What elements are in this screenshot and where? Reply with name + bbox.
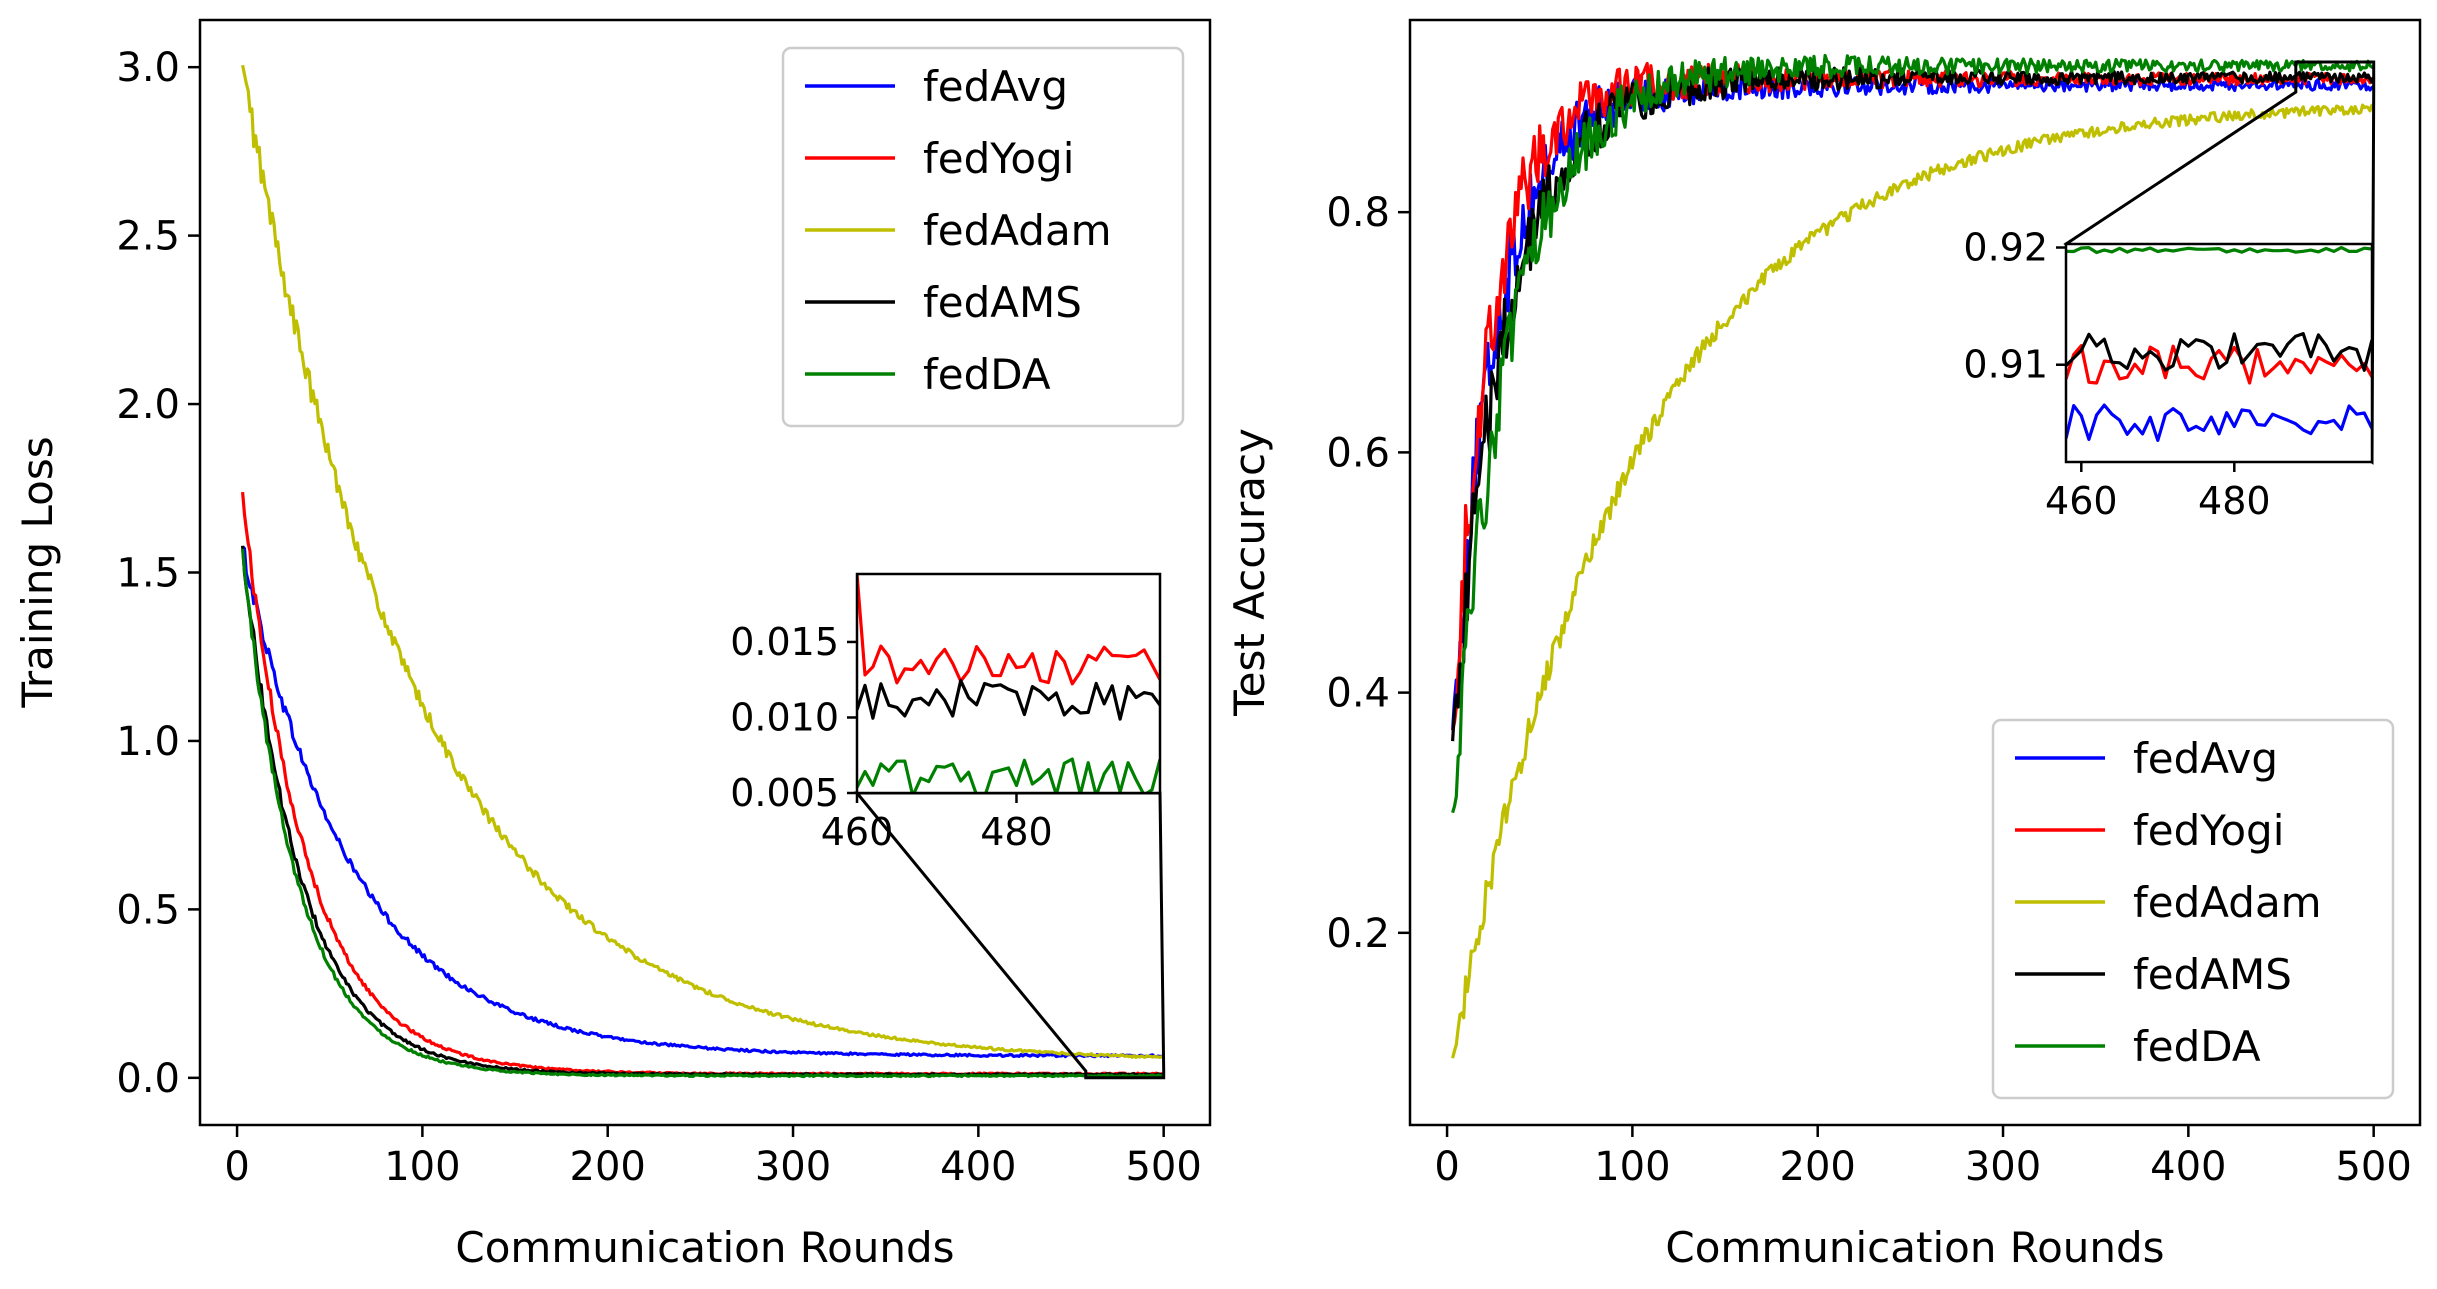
acc-inset-x-tick-label: 460 (2045, 479, 2118, 523)
loss-axes-frame (198, 18, 1212, 1127)
accuracy-inset-series-group (2066, 246, 2372, 442)
loss-chart: 0 100 200 300 400 500 0.0 0.5 1.0 1.5 2.0 2.5 3.0 C… (13, 18, 1212, 1272)
acc-inset-y-tick-label: 0.91 (1963, 343, 2048, 387)
legend-label-fedavg: fedAvg (923, 62, 1068, 111)
acc-inset-x-tick-label: 480 (2198, 479, 2271, 523)
loss-x-axis-label: Communication Rounds (455, 1223, 954, 1272)
loss-line-fedavg (241, 545, 1164, 1059)
acc-inset-line-fedda (2066, 246, 2372, 255)
accuracy-legend-box (1991, 718, 2395, 1100)
loss-x-tick-label: 100 (384, 1144, 460, 1190)
loss-x-tick-label: 200 (570, 1144, 646, 1190)
loss-line-fedda (241, 548, 1164, 1079)
loss-x-tick-label: 300 (755, 1144, 831, 1190)
loss-line-fedadam (241, 64, 1164, 1060)
loss-inset-line-fedams (857, 678, 1160, 721)
loss-x-tick-label: 400 (940, 1144, 1016, 1190)
acc-x-tick-label: 100 (1594, 1144, 1670, 1190)
accuracy-inset-y-ticks: 0.91 0.92 (1963, 226, 2066, 387)
acc-x-tick-label: 500 (2335, 1144, 2411, 1190)
acc-x-tick-label: 400 (2150, 1144, 2226, 1190)
legend-label-fedda: fedDA (923, 350, 1051, 399)
loss-inset-y-tick-label: 0.010 (730, 695, 839, 739)
loss-x-tick-label: 0 (224, 1144, 249, 1190)
loss-x-ticks: 0 100 200 300 400 500 (224, 1125, 1202, 1190)
acc-inset-line-fedams (2066, 332, 2372, 372)
legend-label-fedyogi: fedYogi (2133, 806, 2284, 855)
accuracy-legend: fedAvg fedYogi fedAdam fedAMS fedDA (1991, 718, 2395, 1100)
acc-y-tick-label: 0.4 (1326, 671, 1390, 717)
accuracy-chart: 0 100 200 300 400 500 0.2 0.4 0.6 0.8 Communicat… (1225, 18, 2422, 1272)
acc-y-tick-label: 0.8 (1326, 190, 1390, 236)
accuracy-axes-frame (1408, 18, 2422, 1127)
accuracy-series-group (1451, 53, 2376, 1059)
accuracy-inset-frame (2064, 242, 2374, 464)
loss-y-ticks: 0.0 0.5 1.0 1.5 2.0 2.5 3.0 (116, 45, 200, 1102)
loss-inset-y-ticks: 0.005 0.010 0.015 (730, 620, 857, 815)
accuracy-x-axis-label: Communication Rounds (1665, 1223, 2164, 1272)
loss-inset-x-ticks: 460 480 (821, 793, 1053, 854)
loss-inset-y-tick-label: 0.015 (730, 620, 839, 664)
acc-x-tick-label: 300 (1965, 1144, 2041, 1190)
loss-inset-series-group (857, 574, 1160, 793)
loss-y-tick-label: 0.5 (116, 887, 180, 933)
acc-inset-y-tick-label: 0.92 (1963, 226, 2048, 270)
loss-y-tick-label: 1.5 (116, 551, 180, 597)
loss-inset-y-tick-label: 0.005 (730, 771, 839, 815)
legend-label-fedavg: fedAvg (2133, 734, 2278, 783)
acc-inset-line-fedyogi (2066, 344, 2372, 385)
loss-y-tick-label: 0.0 (116, 1056, 180, 1102)
loss-y-tick-label: 3.0 (116, 45, 180, 91)
acc-inset-line-fedavg (2066, 403, 2372, 442)
loss-inset: 460 480 0.005 0.010 0.015 (730, 572, 1162, 854)
loss-y-tick-label: 2.0 (116, 382, 180, 428)
accuracy-inset: 460 480 0.91 0.92 (1963, 226, 2374, 523)
loss-x-tick-label: 500 (1125, 1144, 1201, 1190)
loss-inset-frame (855, 572, 1162, 795)
loss-legend-items: fedAvg fedYogi fedAdam fedAMS fedDA (805, 62, 1112, 399)
accuracy-x-ticks: 0 100 200 300 400 500 (1434, 1125, 2412, 1190)
legend-label-fedams: fedAMS (923, 278, 1082, 327)
acc-x-tick-label: 0 (1434, 1144, 1459, 1190)
accuracy-y-axis-label: Test Accuracy (1225, 428, 1274, 717)
legend-label-fedams: fedAMS (2133, 950, 2292, 999)
accuracy-legend-items: fedAvg fedYogi fedAdam fedAMS fedDA (2015, 734, 2322, 1071)
loss-y-tick-label: 1.0 (116, 719, 180, 765)
loss-y-axis-label: Training Loss (13, 436, 62, 708)
acc-line-fedyogi (1451, 61, 2376, 731)
loss-legend: fedAvg fedYogi fedAdam fedAMS fedDA (781, 46, 1185, 428)
loss-legend-box (781, 46, 1185, 428)
loss-inset-x-tick-label: 480 (980, 810, 1053, 854)
legend-label-fedadam: fedAdam (923, 206, 1112, 255)
acc-x-tick-label: 200 (1780, 1144, 1856, 1190)
acc-line-fedda (1451, 53, 2375, 814)
accuracy-y-ticks: 0.2 0.4 0.6 0.8 (1326, 190, 1410, 957)
loss-inset-line-fedyogi (857, 574, 1160, 686)
legend-label-fedda: fedDA (2133, 1022, 2261, 1071)
acc-y-tick-label: 0.6 (1326, 430, 1390, 476)
loss-y-tick-label: 2.5 (116, 214, 180, 260)
acc-y-tick-label: 0.2 (1326, 911, 1390, 957)
loss-inset-bg (857, 574, 1160, 793)
legend-label-fedadam: fedAdam (2133, 878, 2322, 927)
loss-inset-line-fedda (857, 757, 1160, 793)
loss-series-group (241, 64, 1165, 1079)
legend-label-fedyogi: fedYogi (923, 134, 1074, 183)
accuracy-inset-x-ticks: 460 480 (2045, 462, 2271, 523)
loss-inset-x-tick-label: 460 (821, 810, 894, 854)
acc-line-fedadam (1451, 103, 2374, 1059)
